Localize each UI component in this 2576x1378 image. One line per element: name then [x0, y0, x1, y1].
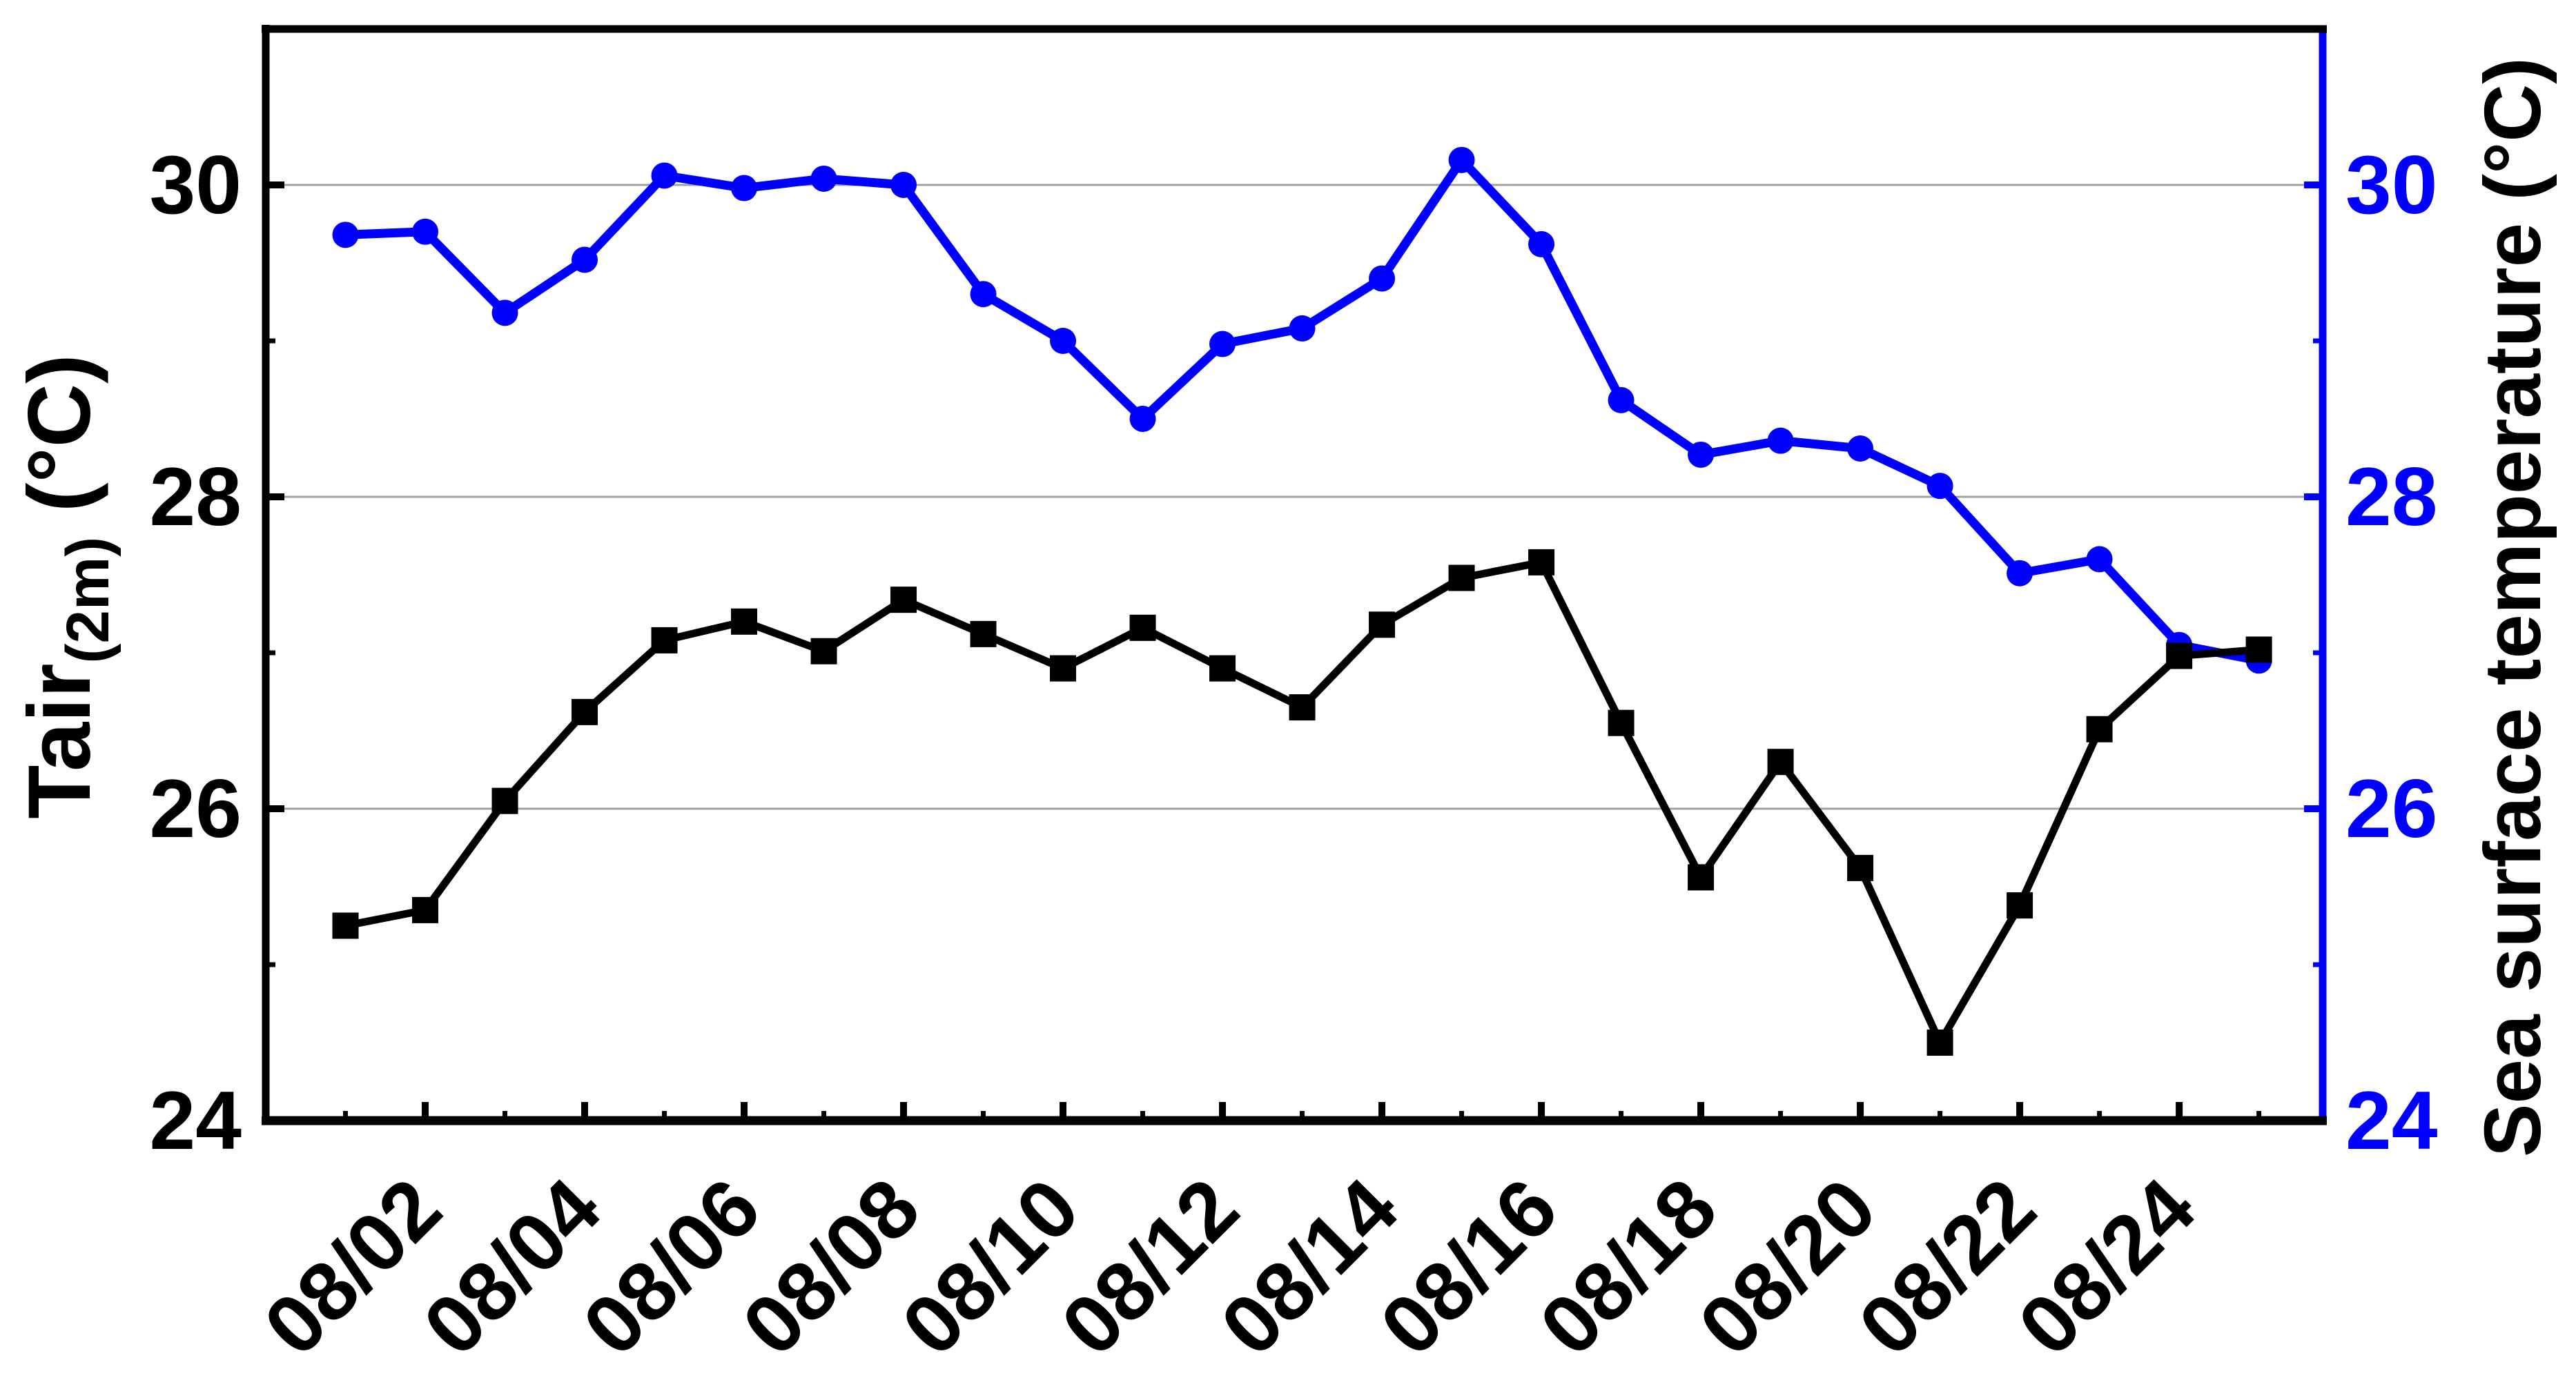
- sst-data-point: [1926, 473, 1953, 500]
- sst-data-point: [412, 218, 439, 245]
- tair-data-point: [1369, 611, 1396, 638]
- tair-data-point: [1926, 1030, 1953, 1056]
- left-axis-title-unit: (°C): [10, 354, 110, 537]
- x-axis-tick-label: 08/24: [2000, 1161, 2212, 1372]
- x-axis-tick-label: 08/18: [1522, 1161, 1734, 1373]
- tair-data-point: [970, 620, 997, 647]
- tair-data-point: [572, 698, 598, 725]
- left-axis-tick-label: 24: [150, 1074, 242, 1167]
- right-axis-tick-label: 24: [2345, 1074, 2438, 1167]
- x-axis-tick-label: 08/22: [1841, 1161, 2053, 1373]
- tair-data-point: [1289, 694, 1316, 721]
- x-axis-tick-label: 08/20: [1681, 1161, 1893, 1373]
- left-axis-tick-label: 26: [150, 762, 242, 855]
- tair-data-point: [1528, 549, 1555, 575]
- tair-data-point: [2007, 892, 2033, 919]
- tair-line: [344, 558, 2260, 1047]
- sst-data-point: [572, 246, 598, 273]
- tair-data-point: [1448, 564, 1475, 591]
- sst-data-point: [332, 222, 359, 248]
- x-axis-tick-label: 08/12: [1044, 1161, 1256, 1373]
- x-axis-tick-label: 08/10: [884, 1161, 1096, 1373]
- sst-data-point: [1767, 427, 1794, 454]
- left-axis-title: Tair(2m) (°C): [10, 354, 121, 818]
- tair-data-point: [810, 638, 837, 665]
- sst-data-point: [1050, 328, 1077, 354]
- tair-data-point: [1688, 864, 1715, 891]
- sst-data-point: [2086, 546, 2113, 573]
- sst-data-point: [1369, 265, 1396, 292]
- left-axis-title-main: Tair: [10, 663, 110, 819]
- sst-data-point: [1608, 386, 1635, 413]
- tair-data-point: [1209, 655, 1236, 682]
- x-axis-tick-label: 08/16: [1363, 1161, 1574, 1373]
- sst-data-point: [810, 165, 837, 192]
- left-axis-tick-label: 30: [150, 139, 242, 231]
- x-axis-tick-label: 08/08: [725, 1161, 937, 1373]
- x-axis-tick-label: 08/06: [565, 1161, 777, 1373]
- tair-data-point: [1129, 614, 1156, 641]
- tair-data-point: [1608, 709, 1635, 736]
- tair-data-point: [1767, 749, 1794, 776]
- tair-data-point: [651, 627, 678, 653]
- sst-data-point: [970, 281, 997, 308]
- tair-data-point: [412, 896, 439, 923]
- x-axis-tick-label: 08/14: [1203, 1161, 1415, 1372]
- tair-data-point: [491, 787, 518, 814]
- tair-data-point: [2245, 636, 2272, 663]
- sst-data-point: [1847, 435, 1874, 462]
- right-axis-tick-label: 26: [2345, 762, 2437, 855]
- sst-line: [345, 155, 2260, 665]
- right-axis-title: Sea surface temperature (°C): [2468, 57, 2557, 1157]
- tair-data-point: [2166, 642, 2193, 669]
- sst-data-point: [731, 175, 758, 201]
- tair-data-point: [890, 587, 917, 613]
- sst-data-point: [1528, 230, 1555, 257]
- tair-data-point: [1847, 854, 1874, 881]
- sst-data-point: [491, 299, 518, 326]
- x-axis-tick-label: 08/02: [246, 1161, 458, 1373]
- tair-data-point: [2086, 716, 2113, 742]
- left-axis-tick-label: 28: [150, 451, 242, 543]
- sst-data-point: [1289, 315, 1316, 342]
- sst-data-point: [2007, 560, 2033, 587]
- sst-data-point: [1209, 331, 1236, 357]
- sst-data-point: [1448, 146, 1475, 173]
- sst-data-point: [890, 172, 917, 198]
- sst-data-point: [1129, 406, 1156, 432]
- sst-data-point: [651, 162, 678, 189]
- tair-data-point: [731, 608, 758, 635]
- tair-data-point: [332, 912, 359, 939]
- sst-data-point: [1688, 441, 1715, 468]
- right-axis-tick-label: 28: [2345, 451, 2437, 543]
- left-axis-title-sub: (2m): [54, 536, 121, 664]
- tair-data-point: [1050, 655, 1077, 682]
- right-axis-tick-label: 30: [2345, 139, 2437, 231]
- x-axis-tick-label: 08/04: [406, 1161, 618, 1372]
